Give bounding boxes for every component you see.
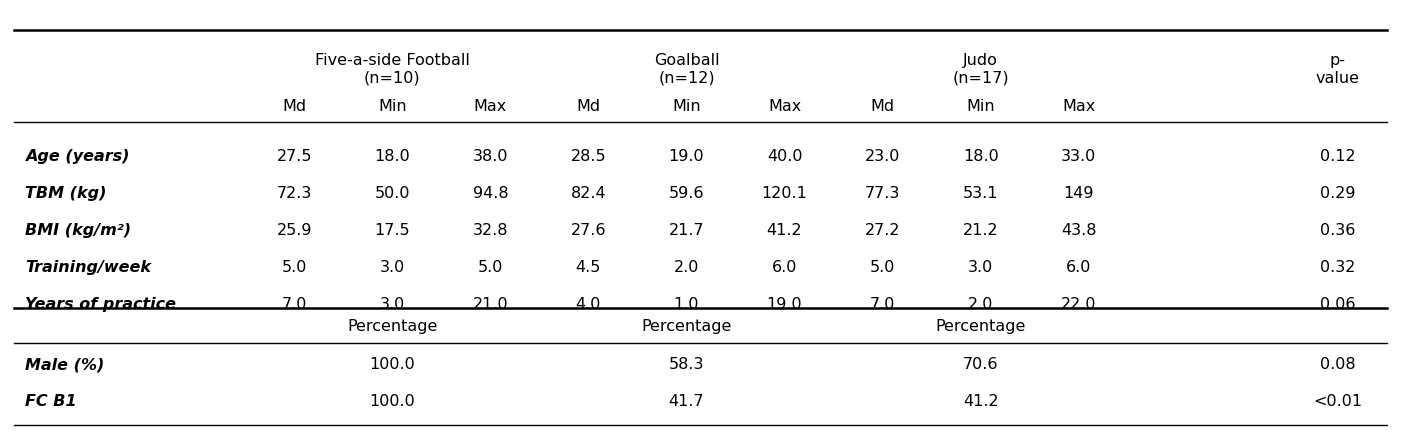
Text: 22.0: 22.0 bbox=[1061, 297, 1097, 312]
Text: 3.0: 3.0 bbox=[380, 297, 405, 312]
Text: Male (%): Male (%) bbox=[25, 357, 105, 372]
Text: 120.1: 120.1 bbox=[762, 186, 807, 201]
Text: Training/week: Training/week bbox=[25, 260, 151, 275]
Text: Md: Md bbox=[576, 99, 601, 114]
Text: 58.3: 58.3 bbox=[668, 357, 705, 372]
Text: 32.8: 32.8 bbox=[472, 224, 509, 238]
Text: Percentage: Percentage bbox=[642, 319, 731, 334]
Text: Md: Md bbox=[870, 99, 895, 114]
Text: 41.2: 41.2 bbox=[766, 224, 803, 238]
Text: 18.0: 18.0 bbox=[374, 149, 410, 164]
Text: 18.0: 18.0 bbox=[962, 149, 999, 164]
Text: 28.5: 28.5 bbox=[570, 149, 607, 164]
Text: 6.0: 6.0 bbox=[772, 260, 797, 275]
Text: Percentage: Percentage bbox=[936, 319, 1026, 334]
Text: 4.0: 4.0 bbox=[576, 297, 601, 312]
Text: 27.2: 27.2 bbox=[864, 224, 901, 238]
Text: 100.0: 100.0 bbox=[370, 357, 415, 372]
Text: 0.12: 0.12 bbox=[1320, 149, 1356, 164]
Text: 50.0: 50.0 bbox=[374, 186, 410, 201]
Text: 27.5: 27.5 bbox=[276, 149, 312, 164]
Text: 40.0: 40.0 bbox=[766, 149, 803, 164]
Text: Judo
(n=17): Judo (n=17) bbox=[953, 53, 1009, 85]
Text: 1.0: 1.0 bbox=[674, 297, 699, 312]
Text: 4.5: 4.5 bbox=[576, 260, 601, 275]
Text: 38.0: 38.0 bbox=[472, 149, 509, 164]
Text: 17.5: 17.5 bbox=[374, 224, 410, 238]
Text: Min: Min bbox=[378, 99, 406, 114]
Text: 0.36: 0.36 bbox=[1320, 224, 1356, 238]
Text: 0.29: 0.29 bbox=[1320, 186, 1356, 201]
Text: p-
value: p- value bbox=[1316, 53, 1360, 85]
Text: 5.0: 5.0 bbox=[870, 260, 895, 275]
Text: 5.0: 5.0 bbox=[478, 260, 503, 275]
Text: Percentage: Percentage bbox=[347, 319, 437, 334]
Text: 77.3: 77.3 bbox=[864, 186, 901, 201]
Text: 43.8: 43.8 bbox=[1061, 224, 1097, 238]
Text: 0.08: 0.08 bbox=[1320, 357, 1356, 372]
Text: Goalball
(n=12): Goalball (n=12) bbox=[654, 53, 719, 85]
Text: BMI (kg/m²): BMI (kg/m²) bbox=[25, 224, 132, 238]
Text: Min: Min bbox=[967, 99, 995, 114]
Text: Max: Max bbox=[768, 99, 801, 114]
Text: Max: Max bbox=[474, 99, 507, 114]
Text: Age (years): Age (years) bbox=[25, 149, 130, 164]
Text: 41.7: 41.7 bbox=[668, 394, 705, 409]
Text: Five-a-side Football
(n=10): Five-a-side Football (n=10) bbox=[315, 53, 469, 85]
Text: FC B1: FC B1 bbox=[25, 394, 77, 409]
Text: Years of practice: Years of practice bbox=[25, 297, 177, 312]
Text: 25.9: 25.9 bbox=[276, 224, 312, 238]
Text: 82.4: 82.4 bbox=[570, 186, 607, 201]
Text: 72.3: 72.3 bbox=[276, 186, 312, 201]
Text: 7.0: 7.0 bbox=[282, 297, 307, 312]
Text: 27.6: 27.6 bbox=[570, 224, 607, 238]
Text: Md: Md bbox=[282, 99, 307, 114]
Text: 23.0: 23.0 bbox=[864, 149, 901, 164]
Text: 94.8: 94.8 bbox=[472, 186, 509, 201]
Text: Min: Min bbox=[672, 99, 700, 114]
Text: 21.0: 21.0 bbox=[472, 297, 509, 312]
Text: 59.6: 59.6 bbox=[668, 186, 705, 201]
Text: 0.32: 0.32 bbox=[1320, 260, 1356, 275]
Text: 2.0: 2.0 bbox=[674, 260, 699, 275]
Text: 2.0: 2.0 bbox=[968, 297, 993, 312]
Text: 0.06: 0.06 bbox=[1320, 297, 1356, 312]
Text: 33.0: 33.0 bbox=[1061, 149, 1097, 164]
Text: 53.1: 53.1 bbox=[962, 186, 999, 201]
Text: TBM (kg): TBM (kg) bbox=[25, 186, 106, 201]
Text: 21.2: 21.2 bbox=[962, 224, 999, 238]
Text: 5.0: 5.0 bbox=[282, 260, 307, 275]
Text: 70.6: 70.6 bbox=[962, 357, 999, 372]
Text: 100.0: 100.0 bbox=[370, 394, 415, 409]
Text: 19.0: 19.0 bbox=[668, 149, 705, 164]
Text: 6.0: 6.0 bbox=[1066, 260, 1091, 275]
Text: 3.0: 3.0 bbox=[380, 260, 405, 275]
Text: 21.7: 21.7 bbox=[668, 224, 705, 238]
Text: Max: Max bbox=[1062, 99, 1096, 114]
Text: 149: 149 bbox=[1063, 186, 1094, 201]
Text: 19.0: 19.0 bbox=[766, 297, 803, 312]
Text: 3.0: 3.0 bbox=[968, 260, 993, 275]
Text: 41.2: 41.2 bbox=[962, 394, 999, 409]
Text: 7.0: 7.0 bbox=[870, 297, 895, 312]
Text: <0.01: <0.01 bbox=[1313, 394, 1363, 409]
